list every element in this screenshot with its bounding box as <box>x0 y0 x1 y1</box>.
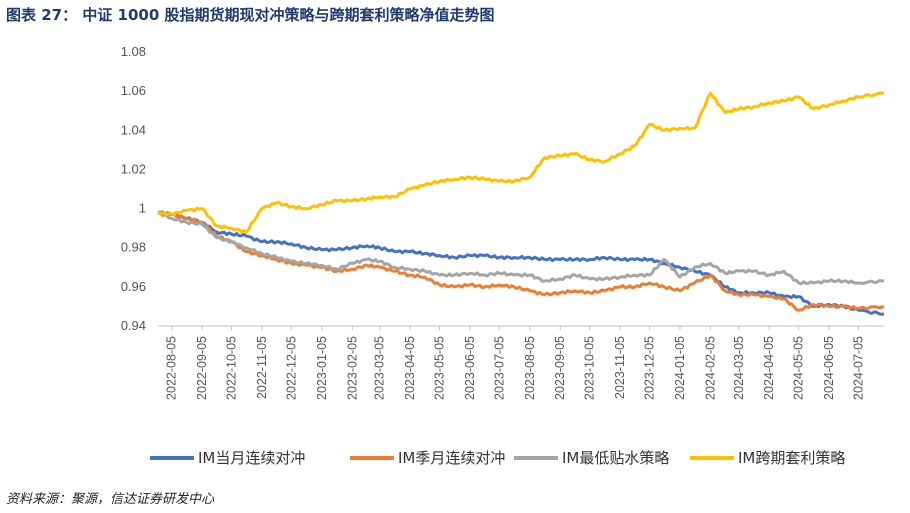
series-line-1 <box>157 210 885 316</box>
y-tick-label: 1.08 <box>121 44 146 59</box>
x-tick-label: 2024-01-05 <box>673 336 687 400</box>
plot-area <box>157 91 885 316</box>
y-axis: 0.94 0.96 0.98 1 1.02 1.04 1.06 1.08 <box>121 44 146 333</box>
x-tick-label: 2022-09-05 <box>195 336 209 400</box>
x-tick-label: 2022-10-05 <box>225 336 239 400</box>
x-tick-label: 2023-05-05 <box>433 336 447 400</box>
x-tick-label: 2023-12-05 <box>643 336 657 400</box>
x-tick-label: 2024-06-05 <box>822 336 836 400</box>
source-note: 资料来源：聚源，信达证券研发中心 <box>6 492 215 507</box>
x-tick-label: 2023-04-05 <box>403 336 417 400</box>
x-tick-label: 2023-08-05 <box>523 336 537 400</box>
x-tick-label: 2023-07-05 <box>492 336 506 400</box>
y-tick-label: 0.96 <box>121 279 146 294</box>
x-axis: 2022-08-05 2022-09-05 2022-10-05 2022-11-05… <box>165 326 865 400</box>
x-tick-label: 2023-01-05 <box>315 336 329 400</box>
x-tick-label: 2023-03-05 <box>373 336 387 400</box>
x-tick-label: 2023-09-05 <box>553 336 567 400</box>
x-tick-label: 2024-04-05 <box>762 336 776 400</box>
x-tick-label: 2024-07-05 <box>851 336 865 400</box>
x-tick-label: 2022-08-05 <box>165 336 179 400</box>
legend-label: IM跨期套利策略 <box>738 449 845 467</box>
x-tick-label: 2024-05-05 <box>792 336 806 400</box>
x-tick-label: 2022-12-05 <box>284 336 298 400</box>
x-tick-label: 2023-11-05 <box>613 336 627 399</box>
x-tick-label: 2024-02-05 <box>703 336 717 400</box>
series-line-3 <box>157 211 885 286</box>
y-tick-label: 0.98 <box>121 240 146 255</box>
y-tick-label: 1 <box>139 201 146 216</box>
series-line-2 <box>157 210 885 312</box>
legend-label: IM当月连续对冲 <box>198 449 305 467</box>
series-line-4 <box>157 91 885 234</box>
x-tick-label: 2023-02-05 <box>345 336 359 400</box>
y-tick-label: 1.02 <box>121 161 146 176</box>
legend: IM当月连续对冲 IM季月连续对冲 IM最低贴水策略 IM跨期套利策略 <box>150 449 845 467</box>
x-tick-label: 2023-06-05 <box>463 336 477 400</box>
x-tick-label: 2023-10-05 <box>583 336 597 400</box>
line-chart: 0.94 0.96 0.98 1 1.02 1.04 1.06 1.08 2022-08-05… <box>121 44 885 467</box>
x-tick-label: 2022-11-05 <box>255 336 269 399</box>
y-tick-label: 0.94 <box>121 318 146 333</box>
legend-label: IM最低贴水策略 <box>562 449 669 467</box>
y-tick-label: 1.06 <box>121 83 146 98</box>
y-tick-label: 1.04 <box>121 122 146 137</box>
x-tick-label: 2024-03-05 <box>732 336 746 400</box>
page-title: 图表 27： 中证 1000 股指期货期现对冲策略与跨期套利策略净值走势图 <box>6 6 495 24</box>
legend-label: IM季月连续对冲 <box>398 449 505 467</box>
